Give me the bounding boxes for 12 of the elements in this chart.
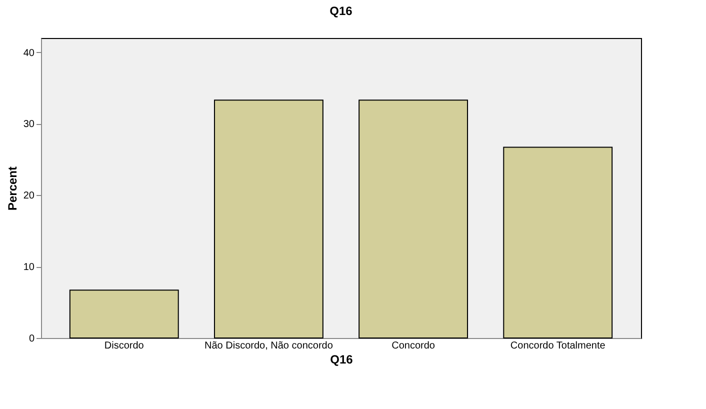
y-axis-title: Percent xyxy=(5,166,20,211)
y-tick-label: 20 xyxy=(23,190,35,202)
x-tick-label: Concordo xyxy=(392,340,436,352)
y-tick-label: 0 xyxy=(28,334,35,344)
x-tick-label: Discordo xyxy=(104,340,144,352)
chart-title: Q16 xyxy=(330,4,353,18)
y-tick-label: 40 xyxy=(23,48,35,59)
y-tick-label: 30 xyxy=(23,119,35,130)
y-tick-label: 10 xyxy=(23,262,35,274)
x-tick-label: Concordo Totalmente xyxy=(510,340,606,352)
x-axis-title: Q16 xyxy=(330,352,354,366)
x-tick-label: Não Discordo, Não concordo xyxy=(204,340,334,352)
